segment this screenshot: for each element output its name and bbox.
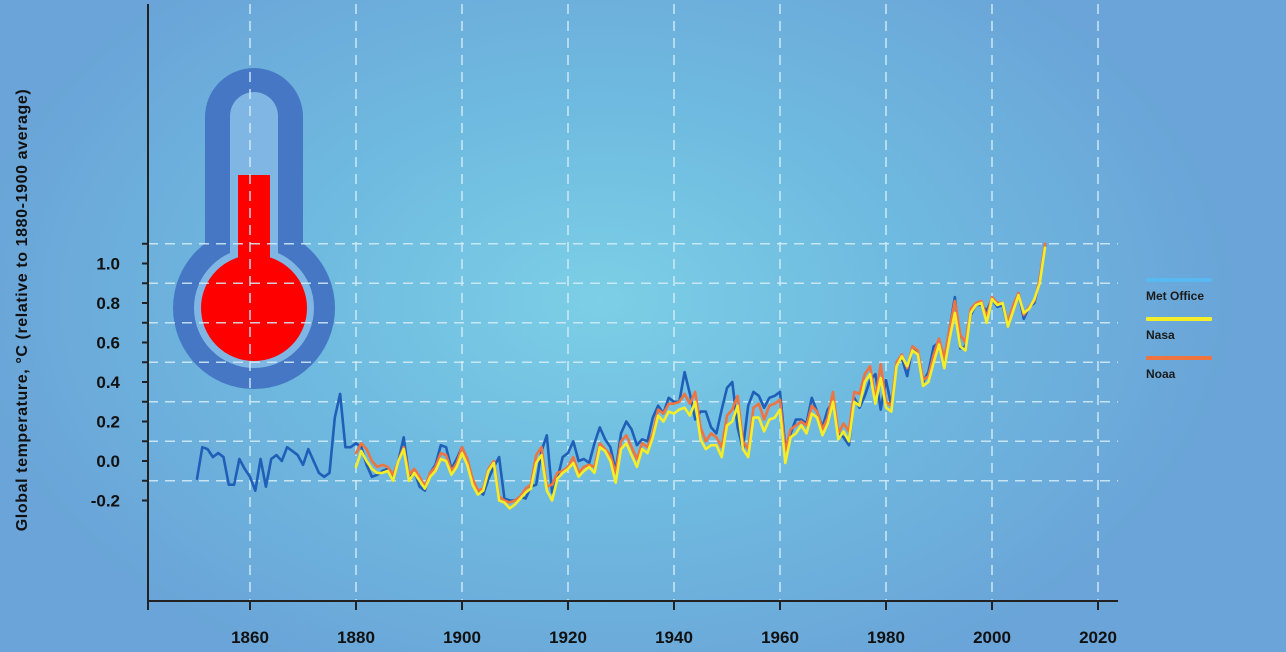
x-tick-label: 1880: [337, 628, 375, 647]
legend-label: Noaa: [1146, 367, 1176, 381]
series-line-noaa: [354, 242, 1047, 504]
y-tick-label: 0.4: [96, 373, 120, 392]
legend-label: Met Office: [1146, 289, 1205, 303]
x-tick-label: 1940: [655, 628, 693, 647]
y-tick-label: 0.2: [96, 413, 120, 432]
y-tick-label: 0.0: [96, 452, 120, 471]
grid-lines: [148, 4, 1118, 601]
y-tick-label: 0.6: [96, 334, 120, 353]
legend-label: Nasa: [1146, 328, 1175, 342]
x-tick-label: 1860: [231, 628, 269, 647]
y-tick-label: 0.8: [96, 294, 120, 313]
legend-swatch: [1146, 317, 1212, 321]
y-tick-label: 1.0: [96, 255, 120, 274]
thermometer-icon: [173, 68, 335, 389]
x-tick-label: 2000: [973, 628, 1011, 647]
legend-swatch: [1146, 278, 1212, 282]
series-line-nasa: [354, 246, 1047, 510]
x-tick-label: 2020: [1079, 628, 1117, 647]
x-tick-label: 1920: [549, 628, 587, 647]
legend-swatch: [1146, 356, 1212, 360]
thermometer-mercury-bulb: [201, 255, 307, 361]
x-tick-label: 1960: [761, 628, 799, 647]
tick-labels: 1860 1880 1900 1920 1940 1960 1980 2000 2020 -0.2…: [91, 255, 1117, 648]
axes: [142, 4, 1118, 610]
series-lines: [195, 242, 1047, 510]
y-tick-label: -0.2: [91, 492, 120, 511]
x-tick-label: 1980: [867, 628, 905, 647]
x-tick-label: 1900: [443, 628, 481, 647]
y-axis-label: Global temperature, °C (relative to 1880…: [14, 89, 31, 532]
series-line-met-office: [195, 244, 1047, 502]
